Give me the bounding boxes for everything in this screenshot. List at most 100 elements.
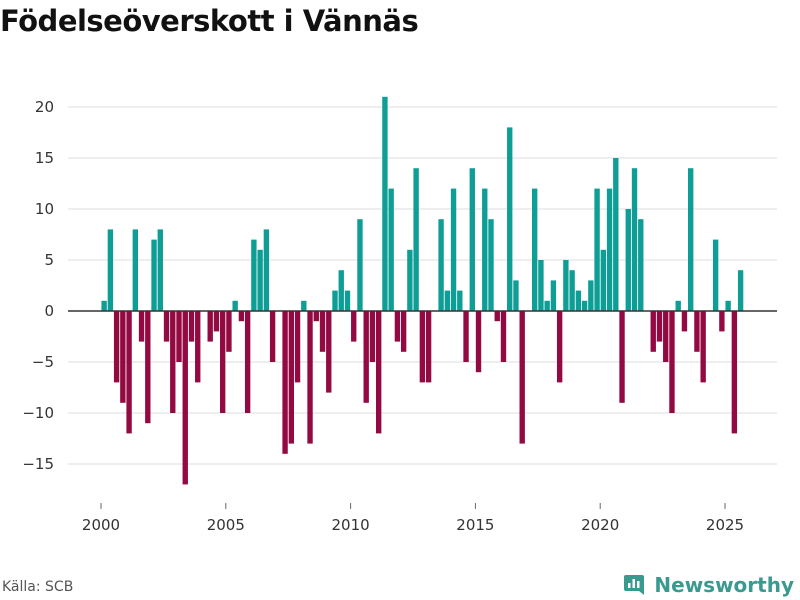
- bar-negative[interactable]: [663, 311, 669, 362]
- bar-negative[interactable]: [138, 311, 145, 342]
- bar-negative[interactable]: [269, 311, 276, 362]
- bar-positive[interactable]: [625, 209, 631, 311]
- bar-positive[interactable]: [457, 290, 463, 311]
- bar-negative[interactable]: [226, 311, 232, 352]
- bar-negative[interactable]: [619, 311, 625, 403]
- bar-negative[interactable]: [244, 311, 251, 413]
- bar-positive[interactable]: [544, 300, 550, 311]
- bar-negative[interactable]: [307, 311, 313, 444]
- bar-positive[interactable]: [569, 270, 575, 311]
- bar-positive[interactable]: [450, 188, 457, 311]
- bar-negative[interactable]: [213, 311, 220, 332]
- bar-positive[interactable]: [588, 280, 594, 311]
- bar-negative[interactable]: [326, 311, 332, 393]
- bar-positive[interactable]: [151, 239, 157, 311]
- bar-positive[interactable]: [344, 290, 351, 311]
- bar-negative[interactable]: [656, 311, 663, 342]
- bar-positive[interactable]: [357, 219, 363, 311]
- bar-positive[interactable]: [388, 188, 394, 311]
- bar-positive[interactable]: [507, 127, 513, 312]
- bar-positive[interactable]: [482, 188, 488, 311]
- bar-negative[interactable]: [220, 311, 226, 413]
- bar-negative[interactable]: [400, 311, 407, 352]
- bar-positive[interactable]: [338, 270, 344, 311]
- bar-positive[interactable]: [232, 300, 238, 311]
- bar-negative[interactable]: [494, 311, 500, 322]
- bar-negative[interactable]: [394, 311, 401, 342]
- bar-positive[interactable]: [581, 300, 588, 311]
- bar-positive[interactable]: [688, 168, 694, 311]
- x-tick-label: 2025: [706, 516, 744, 534]
- bar-positive[interactable]: [263, 229, 270, 311]
- bar-positive[interactable]: [638, 219, 644, 311]
- bar-positive[interactable]: [594, 188, 600, 311]
- bar-positive[interactable]: [737, 270, 744, 311]
- bar-negative[interactable]: [719, 311, 725, 332]
- bar-positive[interactable]: [613, 158, 619, 311]
- bar-negative[interactable]: [188, 311, 195, 342]
- bar-negative[interactable]: [475, 311, 482, 373]
- bar-negative[interactable]: [369, 311, 376, 362]
- bar-positive[interactable]: [413, 168, 419, 311]
- bar-positive[interactable]: [606, 188, 613, 311]
- bar-positive[interactable]: [532, 188, 538, 311]
- bar-negative[interactable]: [556, 311, 563, 383]
- bar-positive[interactable]: [513, 280, 519, 311]
- bar-negative[interactable]: [313, 311, 319, 322]
- bar-negative[interactable]: [463, 311, 469, 362]
- bar-negative[interactable]: [425, 311, 432, 383]
- bar-positive[interactable]: [469, 168, 475, 311]
- bar-negative[interactable]: [120, 311, 126, 403]
- bar-negative[interactable]: [282, 311, 288, 454]
- bar-negative[interactable]: [700, 311, 706, 383]
- bar-negative[interactable]: [731, 311, 738, 434]
- bar-positive[interactable]: [107, 229, 114, 311]
- bar-positive[interactable]: [407, 249, 413, 311]
- bar-negative[interactable]: [145, 311, 151, 424]
- bar-positive[interactable]: [157, 229, 163, 311]
- bar-negative[interactable]: [376, 311, 382, 434]
- bar-positive[interactable]: [132, 229, 139, 311]
- x-tick-label: 2005: [207, 516, 245, 534]
- bar-positive[interactable]: [563, 260, 569, 311]
- bar-negative[interactable]: [170, 311, 176, 413]
- bar-negative[interactable]: [351, 311, 357, 342]
- bar-negative[interactable]: [650, 311, 656, 352]
- bar-negative[interactable]: [694, 311, 700, 352]
- bar-negative[interactable]: [238, 311, 245, 322]
- bar-negative[interactable]: [182, 311, 188, 485]
- bar-negative[interactable]: [207, 311, 213, 342]
- bar-positive[interactable]: [438, 219, 444, 311]
- bar-positive[interactable]: [575, 290, 582, 311]
- bar-positive[interactable]: [301, 300, 307, 311]
- bar-positive[interactable]: [444, 290, 451, 311]
- bar-negative[interactable]: [500, 311, 507, 362]
- bar-positive[interactable]: [712, 239, 719, 311]
- bar-positive[interactable]: [631, 168, 638, 311]
- bar-positive[interactable]: [251, 239, 257, 311]
- bar-negative[interactable]: [126, 311, 132, 434]
- bar-positive[interactable]: [257, 249, 263, 311]
- bar-negative[interactable]: [669, 311, 675, 413]
- bar-negative[interactable]: [113, 311, 120, 383]
- bar-positive[interactable]: [725, 300, 731, 311]
- bar-negative[interactable]: [294, 311, 301, 383]
- bar-negative[interactable]: [163, 311, 170, 342]
- newsworthy-logo[interactable]: Newsworthy: [622, 570, 794, 600]
- bar-negative[interactable]: [319, 311, 326, 352]
- bar-positive[interactable]: [382, 96, 388, 311]
- bar-positive[interactable]: [550, 280, 557, 311]
- bar-negative[interactable]: [519, 311, 525, 444]
- bar-positive[interactable]: [488, 219, 494, 311]
- bar-positive[interactable]: [101, 300, 107, 311]
- bar-negative[interactable]: [195, 311, 201, 383]
- bar-positive[interactable]: [600, 249, 607, 311]
- bar-negative[interactable]: [288, 311, 295, 444]
- bar-positive[interactable]: [332, 290, 338, 311]
- bar-negative[interactable]: [419, 311, 426, 383]
- bar-negative[interactable]: [681, 311, 688, 332]
- bar-negative[interactable]: [363, 311, 369, 403]
- bar-positive[interactable]: [675, 300, 681, 311]
- bar-positive[interactable]: [538, 260, 544, 311]
- bar-negative[interactable]: [176, 311, 182, 362]
